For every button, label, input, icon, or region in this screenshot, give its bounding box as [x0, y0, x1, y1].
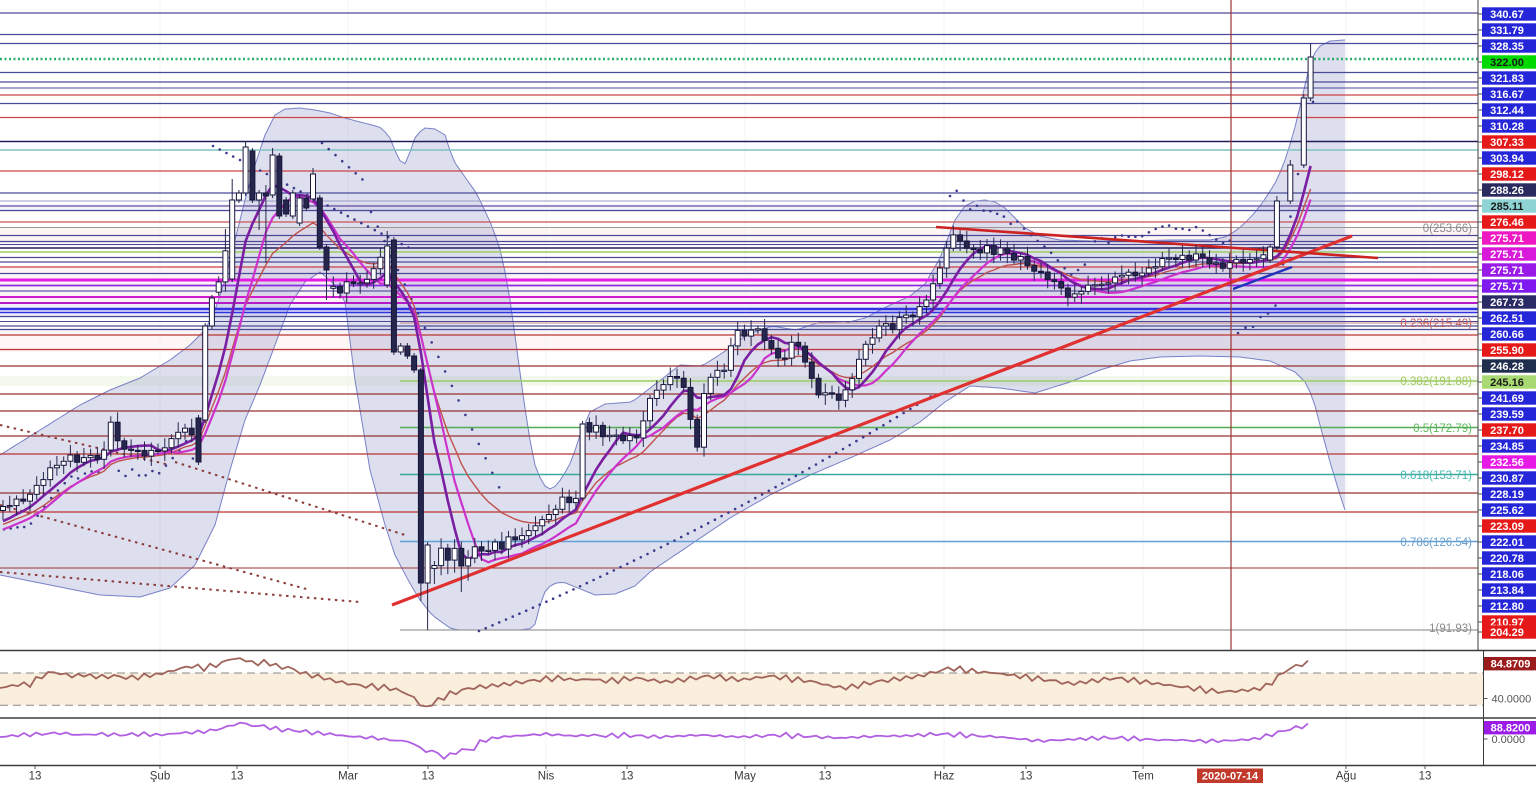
- svg-text:328.35: 328.35: [1490, 41, 1524, 53]
- svg-text:40.0000: 40.0000: [1492, 694, 1532, 706]
- svg-text:312.44: 312.44: [1490, 105, 1525, 117]
- svg-text:Ağu: Ağu: [1336, 771, 1356, 783]
- svg-text:213.84: 213.84: [1490, 585, 1525, 597]
- svg-text:246.28: 246.28: [1490, 361, 1524, 373]
- svg-text:234.85: 234.85: [1490, 441, 1524, 453]
- svg-text:0.0000: 0.0000: [1492, 734, 1526, 746]
- svg-text:Nis: Nis: [538, 771, 555, 783]
- svg-text:Tem: Tem: [1132, 771, 1154, 783]
- svg-text:84.8709: 84.8709: [1491, 659, 1531, 671]
- svg-text:316.67: 316.67: [1490, 89, 1524, 101]
- svg-text:310.28: 310.28: [1490, 121, 1524, 133]
- svg-text:275.71: 275.71: [1490, 249, 1524, 261]
- svg-text:225.62: 225.62: [1490, 505, 1524, 517]
- svg-text:321.83: 321.83: [1490, 73, 1524, 85]
- svg-text:223.09: 223.09: [1490, 521, 1524, 533]
- svg-text:212.80: 212.80: [1490, 601, 1524, 613]
- svg-text:13: 13: [1419, 771, 1432, 783]
- svg-text:1(91.93): 1(91.93): [1429, 623, 1472, 635]
- svg-text:340.67: 340.67: [1490, 9, 1524, 21]
- svg-text:298.12: 298.12: [1490, 169, 1524, 181]
- svg-text:322.00: 322.00: [1490, 57, 1524, 69]
- svg-text:262.51: 262.51: [1490, 313, 1524, 325]
- svg-text:230.87: 230.87: [1490, 473, 1524, 485]
- svg-text:0.236(215.49): 0.236(215.49): [1400, 318, 1472, 330]
- svg-text:Şub: Şub: [150, 771, 170, 783]
- svg-text:255.90: 255.90: [1490, 345, 1524, 357]
- svg-text:204.29: 204.29: [1490, 627, 1524, 639]
- svg-text:0.382(191.88): 0.382(191.88): [1400, 376, 1472, 388]
- svg-text:228.19: 228.19: [1490, 489, 1524, 501]
- svg-text:Haz: Haz: [934, 771, 955, 783]
- svg-text:0(253.66): 0(253.66): [1423, 223, 1472, 235]
- svg-text:Mar: Mar: [338, 771, 358, 783]
- svg-text:241.69: 241.69: [1490, 393, 1524, 405]
- svg-text:260.66: 260.66: [1490, 329, 1524, 341]
- svg-text:0.786(126.54): 0.786(126.54): [1400, 537, 1472, 549]
- svg-text:218.06: 218.06: [1490, 569, 1524, 581]
- svg-text:276.46: 276.46: [1490, 217, 1524, 229]
- svg-text:13: 13: [29, 771, 42, 783]
- svg-text:88.8200: 88.8200: [1491, 723, 1531, 735]
- svg-text:13: 13: [819, 771, 832, 783]
- svg-text:0.5(172.79): 0.5(172.79): [1413, 423, 1472, 435]
- svg-text:237.70: 237.70: [1490, 425, 1524, 437]
- svg-text:13: 13: [231, 771, 244, 783]
- svg-text:13: 13: [422, 771, 435, 783]
- svg-text:275.71: 275.71: [1490, 281, 1524, 293]
- svg-text:239.59: 239.59: [1490, 409, 1524, 421]
- svg-text:303.94: 303.94: [1490, 153, 1525, 165]
- svg-text:275.71: 275.71: [1490, 233, 1524, 245]
- svg-text:288.26: 288.26: [1490, 185, 1524, 197]
- svg-text:307.33: 307.33: [1490, 137, 1524, 149]
- svg-text:2020-07-14: 2020-07-14: [1202, 771, 1259, 783]
- svg-text:0.618(153.71): 0.618(153.71): [1400, 470, 1472, 482]
- svg-text:May: May: [734, 771, 756, 783]
- svg-text:285.11: 285.11: [1490, 201, 1523, 213]
- svg-text:232.56: 232.56: [1490, 457, 1524, 469]
- svg-text:222.01: 222.01: [1490, 537, 1524, 549]
- svg-text:13: 13: [1020, 771, 1033, 783]
- svg-text:275.71: 275.71: [1490, 265, 1524, 277]
- svg-text:331.79: 331.79: [1490, 25, 1524, 37]
- svg-text:245.16: 245.16: [1490, 377, 1524, 389]
- svg-text:13: 13: [621, 771, 634, 783]
- svg-text:267.73: 267.73: [1490, 297, 1524, 309]
- svg-text:220.78: 220.78: [1490, 553, 1524, 565]
